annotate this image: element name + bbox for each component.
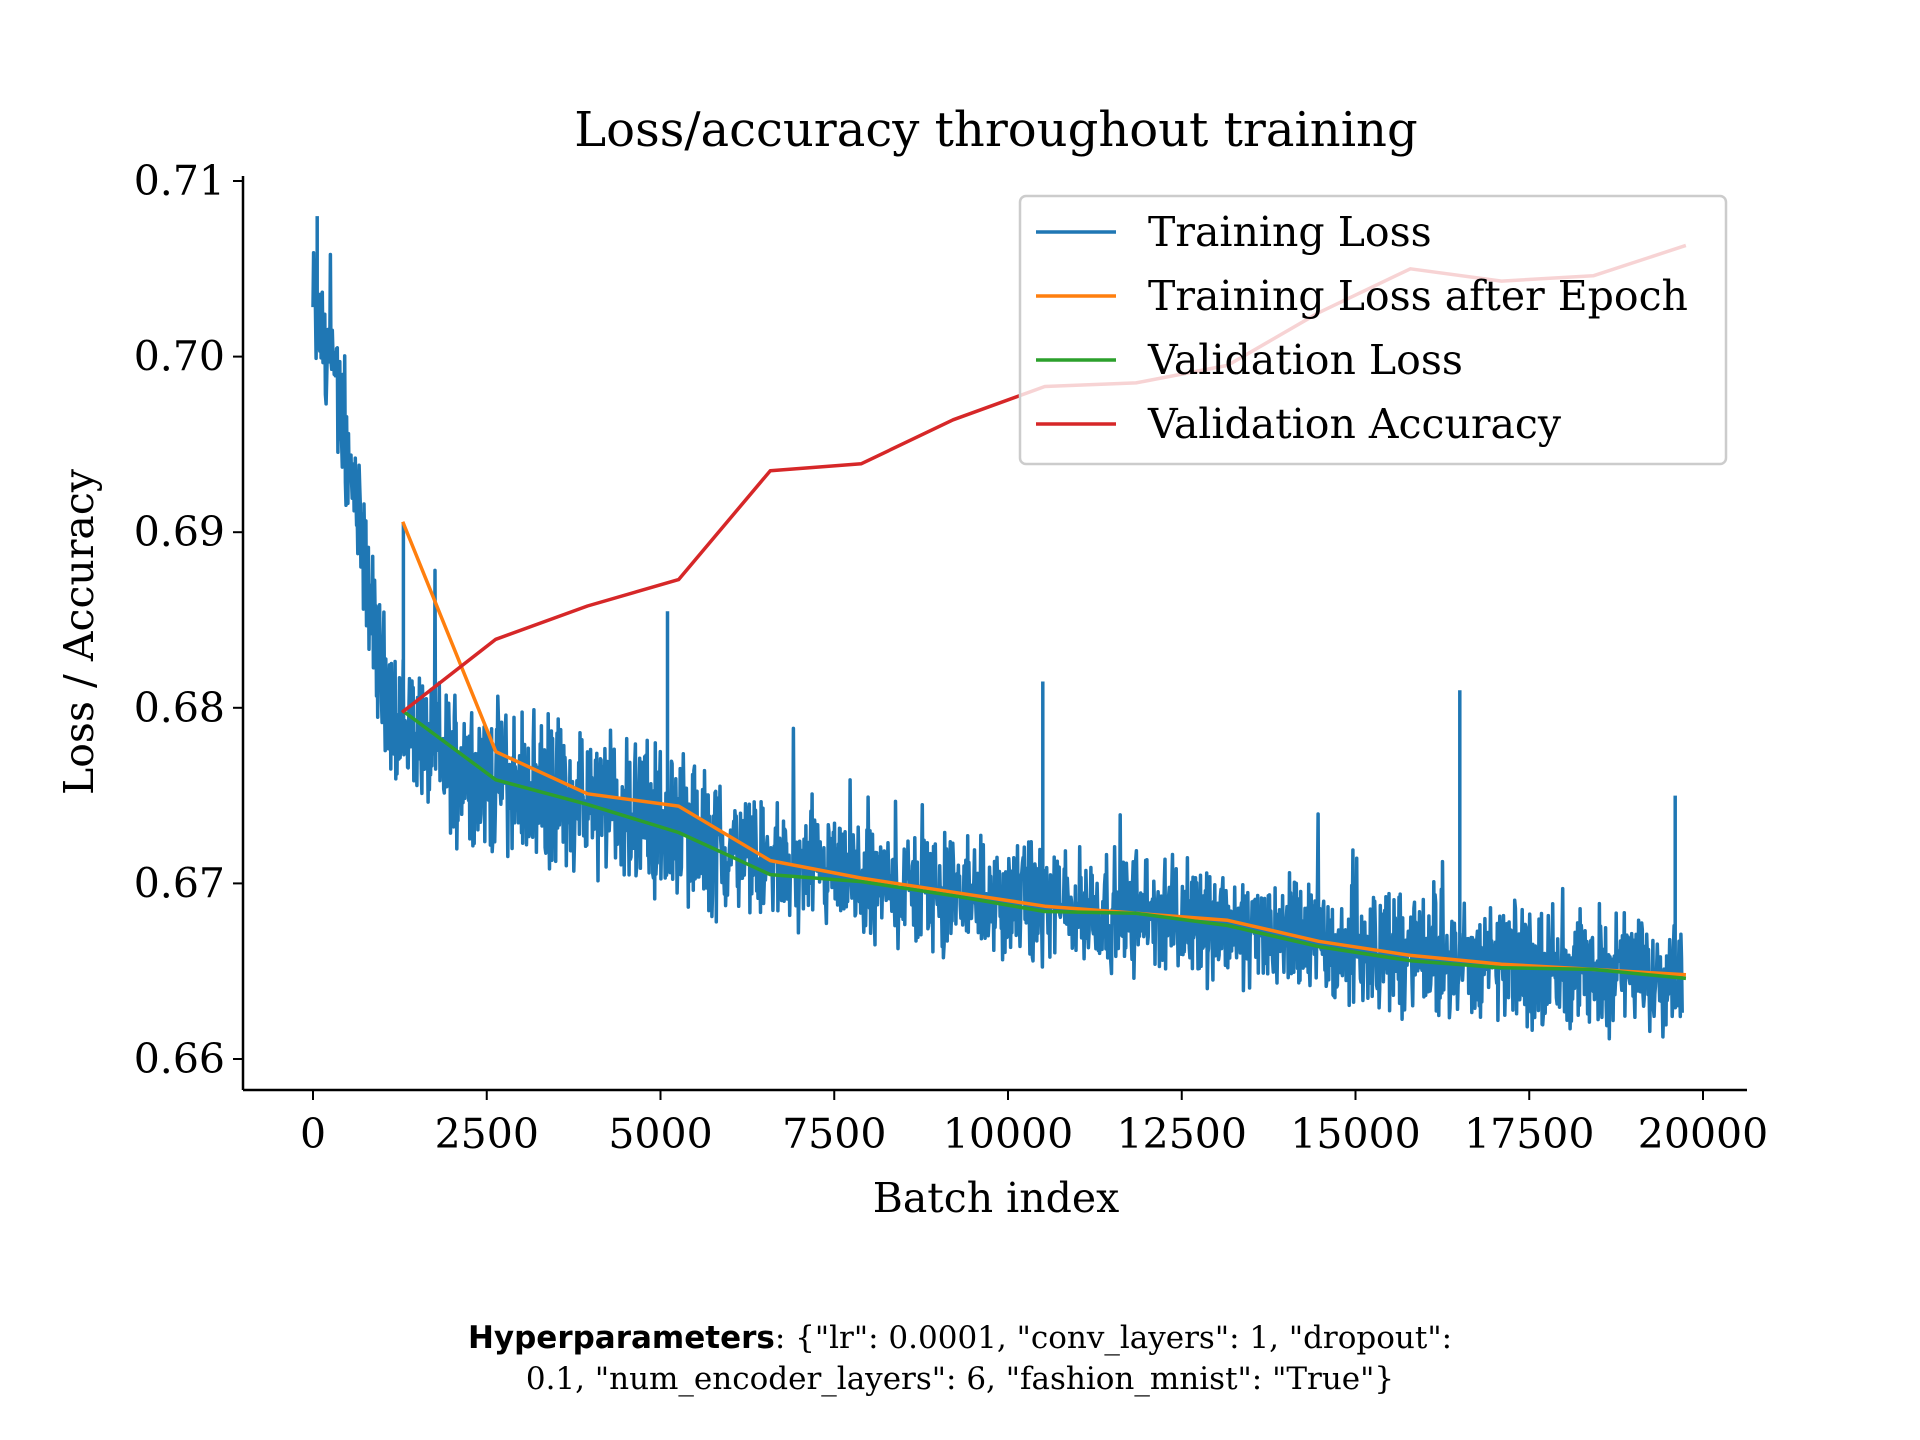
hyperparameters-line1: : {"lr": 0.0001, "conv_layers": 1, "drop… [774,1320,1453,1356]
legend: Training Loss Training Loss after Epoch Va… [1018,194,1728,466]
hyperparameters-label: Hyperparameters [467,1320,775,1356]
x-tick-label: 0 [300,1110,326,1158]
y-ticks: 0.66 0.67 0.68 0.69 0.70 0.71 [134,157,243,1083]
x-tick-label: 12500 [1117,1110,1247,1158]
y-axis-label: Loss / Accuracy [55,468,103,795]
y-tick-label: 0.71 [134,157,225,205]
legend-label: Training Loss after Epoch [1148,272,1688,320]
y-tick-label: 0.70 [134,333,225,381]
y-tick-label: 0.68 [134,684,225,732]
legend-frame [1018,194,1728,466]
x-tick-label: 20000 [1638,1110,1768,1158]
legend-label: Validation Loss [1147,336,1463,384]
x-tick-label: 7500 [782,1110,886,1158]
x-tick-label: 15000 [1290,1110,1420,1158]
legend-label: Training Loss [1148,208,1432,256]
y-tick-label: 0.69 [134,508,225,556]
x-tick-label: 2500 [435,1110,539,1158]
hyperparameters-note-continued: 0.1, "num_encoder_layers": 6, "fashion_m… [0,1359,1920,1400]
series-line-training-loss [311,216,1684,1041]
series-line-training-loss-after-epoch [401,521,1687,977]
x-tick-label: 5000 [608,1110,712,1158]
y-tick-label: 0.67 [134,859,225,907]
x-ticks: 0 2500 5000 7500 10000 12500 15000 17500 20000 [300,1090,1768,1158]
x-tick-label: 17500 [1464,1110,1594,1158]
x-axis-label: Batch index [873,1174,1120,1222]
y-tick-label: 0.66 [134,1035,225,1083]
hyperparameters-note: Hyperparameters: {"lr": 0.0001, "conv_la… [0,1318,1920,1359]
legend-label: Validation Accuracy [1147,400,1562,448]
x-tick-label: 10000 [943,1110,1073,1158]
series-line-validation-loss [400,708,1687,981]
hyperparameters-line2: 0.1, "num_encoder_layers": 6, "fashion_m… [525,1361,1395,1397]
chart-title: Loss/accuracy throughout training [574,102,1417,158]
